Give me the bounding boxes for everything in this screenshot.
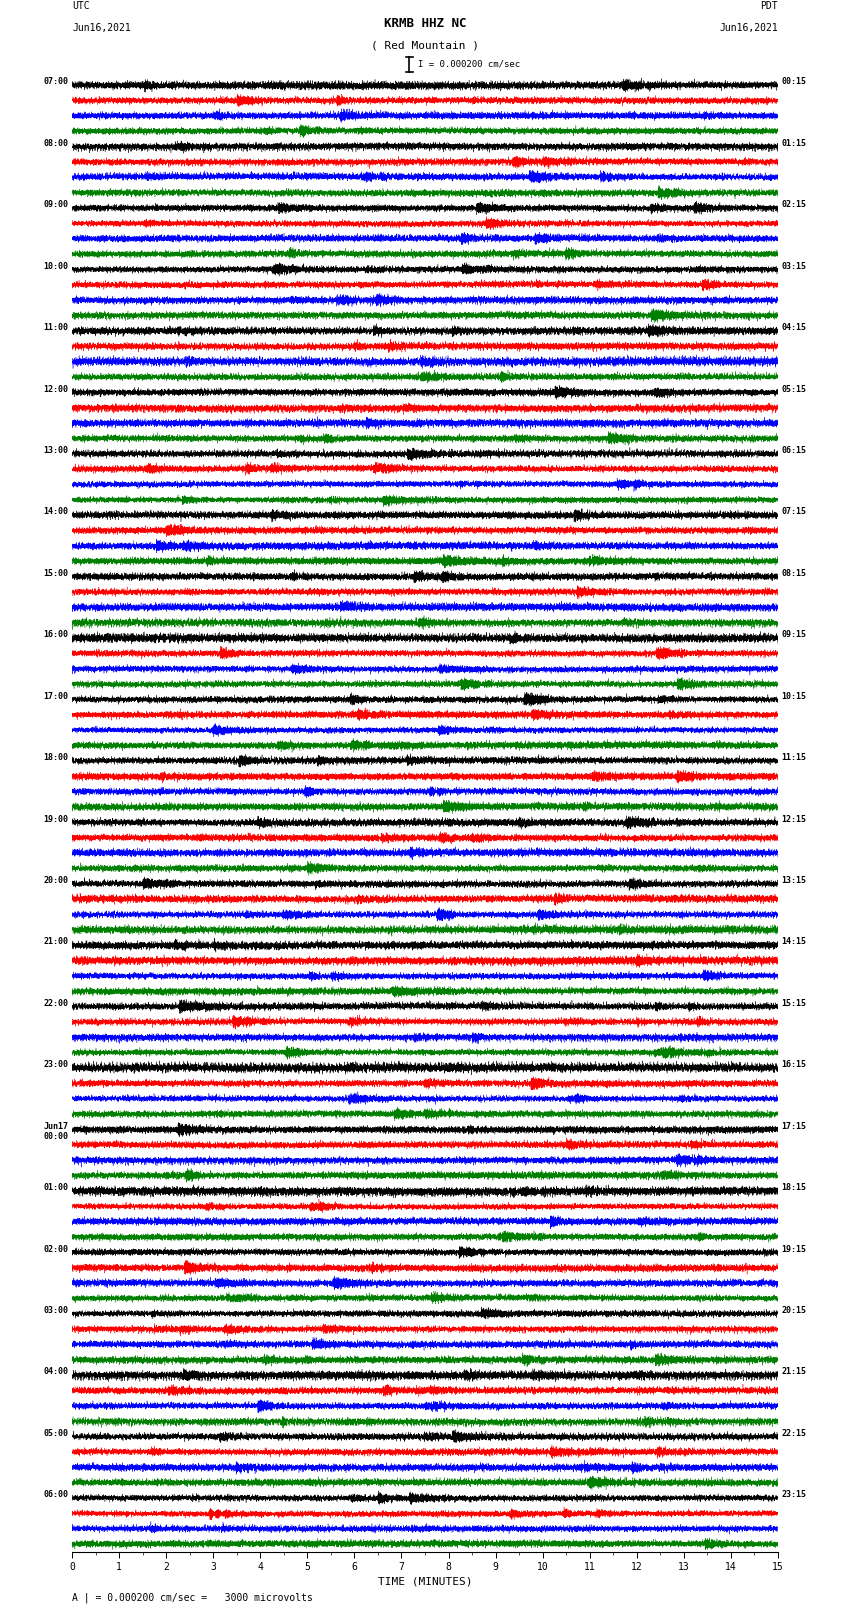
Text: 02:00: 02:00	[43, 1245, 69, 1253]
Text: 04:00: 04:00	[43, 1368, 69, 1376]
Text: 19:15: 19:15	[781, 1245, 807, 1253]
Text: 17:00: 17:00	[43, 692, 69, 700]
Text: 13:00: 13:00	[43, 447, 69, 455]
Text: 19:00: 19:00	[43, 815, 69, 824]
Text: 18:15: 18:15	[781, 1184, 807, 1192]
Text: 01:00: 01:00	[43, 1184, 69, 1192]
Text: 11:15: 11:15	[781, 753, 807, 761]
Text: 08:15: 08:15	[781, 569, 807, 577]
Text: ( Red Mountain ): ( Red Mountain )	[371, 40, 479, 52]
Text: 15:15: 15:15	[781, 998, 807, 1008]
Text: 01:15: 01:15	[781, 139, 807, 148]
Text: 21:15: 21:15	[781, 1368, 807, 1376]
Text: A | = 0.000200 cm/sec =   3000 microvolts: A | = 0.000200 cm/sec = 3000 microvolts	[72, 1594, 313, 1603]
Text: 03:15: 03:15	[781, 261, 807, 271]
Text: Jun16,2021: Jun16,2021	[72, 23, 131, 34]
Text: 20:15: 20:15	[781, 1307, 807, 1315]
Text: 15:00: 15:00	[43, 569, 69, 577]
X-axis label: TIME (MINUTES): TIME (MINUTES)	[377, 1576, 473, 1586]
Text: Jun16,2021: Jun16,2021	[719, 23, 778, 34]
Text: 02:15: 02:15	[781, 200, 807, 210]
Text: 23:00: 23:00	[43, 1060, 69, 1069]
Text: 06:15: 06:15	[781, 447, 807, 455]
Text: 09:15: 09:15	[781, 631, 807, 639]
Text: 07:00: 07:00	[43, 77, 69, 87]
Text: 21:00: 21:00	[43, 937, 69, 947]
Text: 16:00: 16:00	[43, 631, 69, 639]
Text: KRMB HHZ NC: KRMB HHZ NC	[383, 18, 467, 31]
Text: 14:00: 14:00	[43, 508, 69, 516]
Text: 10:15: 10:15	[781, 692, 807, 700]
Text: 05:00: 05:00	[43, 1429, 69, 1437]
Text: 22:15: 22:15	[781, 1429, 807, 1437]
Text: 14:15: 14:15	[781, 937, 807, 947]
Text: 07:15: 07:15	[781, 508, 807, 516]
Text: 20:00: 20:00	[43, 876, 69, 886]
Text: 13:15: 13:15	[781, 876, 807, 886]
Text: PDT: PDT	[760, 2, 778, 11]
Text: I = 0.000200 cm/sec: I = 0.000200 cm/sec	[418, 60, 520, 69]
Text: 06:00: 06:00	[43, 1490, 69, 1498]
Text: 11:00: 11:00	[43, 323, 69, 332]
Text: Jun17
00:00: Jun17 00:00	[43, 1121, 69, 1140]
Text: 17:15: 17:15	[781, 1121, 807, 1131]
Text: 12:00: 12:00	[43, 384, 69, 394]
Text: 00:15: 00:15	[781, 77, 807, 87]
Text: 08:00: 08:00	[43, 139, 69, 148]
Text: 04:15: 04:15	[781, 323, 807, 332]
Text: 05:15: 05:15	[781, 384, 807, 394]
Text: 18:00: 18:00	[43, 753, 69, 761]
Text: 22:00: 22:00	[43, 998, 69, 1008]
Text: 03:00: 03:00	[43, 1307, 69, 1315]
Text: 23:15: 23:15	[781, 1490, 807, 1498]
Text: 10:00: 10:00	[43, 261, 69, 271]
Text: UTC: UTC	[72, 2, 90, 11]
Text: 12:15: 12:15	[781, 815, 807, 824]
Text: 09:00: 09:00	[43, 200, 69, 210]
Text: 16:15: 16:15	[781, 1060, 807, 1069]
